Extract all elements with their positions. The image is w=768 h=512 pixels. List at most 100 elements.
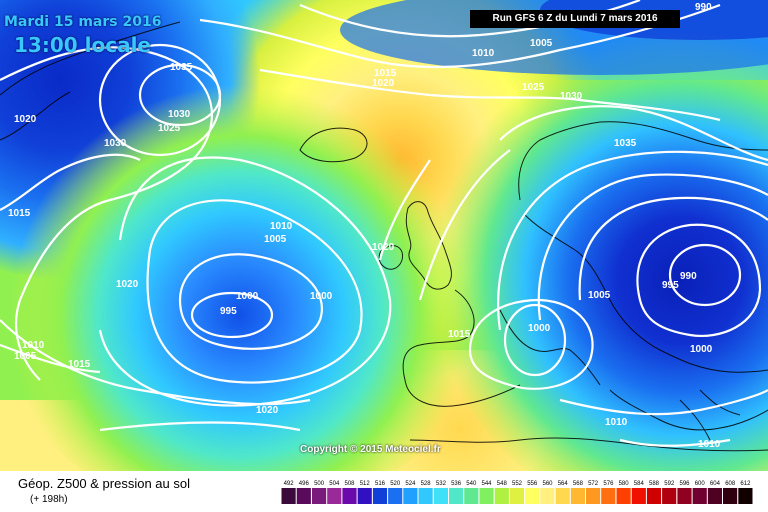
legend-value-label: 516 — [375, 481, 386, 487]
isobar-label: 1020 — [372, 78, 395, 89]
isobar-lines — [0, 0, 768, 447]
weather-map: 990 1035 1030 1025 1030 1020 1015 1010 1… — [0, 0, 768, 471]
coastlines — [0, 21, 768, 452]
legend-swatch — [449, 488, 464, 504]
legend-value-label: 608 — [725, 481, 736, 487]
isobar-label: 1035 — [614, 138, 637, 149]
isobar-label: 1030 — [104, 138, 127, 149]
isobar-label: 1005 — [264, 234, 287, 245]
isobar-label: 990 — [695, 2, 712, 13]
legend-value-label: 612 — [740, 481, 751, 487]
legend-value-label: 568 — [573, 481, 584, 487]
legend-swatch — [646, 488, 662, 504]
legend-value-label: 580 — [619, 481, 630, 487]
forecast-lead-time: (+ 198h) — [30, 494, 68, 505]
legend-swatch — [433, 488, 448, 504]
legend-swatch — [494, 488, 509, 504]
isobar-label: 990 — [680, 271, 697, 282]
isobar-label: 1015 — [374, 68, 397, 79]
isobar-label: 1025 — [158, 123, 181, 134]
isobar-label: 1030 — [168, 109, 191, 120]
legend-swatch — [281, 488, 296, 504]
isobar-label: 1020 — [116, 279, 139, 290]
legend-swatch — [479, 488, 494, 504]
legend-value-label: 576 — [603, 481, 614, 487]
isobar-label: 995 — [662, 280, 679, 291]
legend-value-label: 552 — [512, 481, 523, 487]
legend-swatch — [570, 488, 585, 504]
copyright-text: Copyright © 2015 Meteociel.fr — [300, 444, 441, 455]
legend-swatch — [692, 488, 707, 504]
legend-value-label: 548 — [497, 481, 508, 487]
legend-swatch — [555, 488, 570, 504]
isobar-label: 1000 — [310, 291, 333, 302]
legend-value-label: 508 — [344, 481, 355, 487]
legend-swatch — [540, 488, 555, 504]
isobar-label: 1010 — [605, 417, 628, 428]
legend-value-label: 524 — [405, 481, 416, 487]
isobar-label: 1010 — [270, 221, 293, 232]
legend-swatch — [738, 488, 753, 504]
legend-value-label: 500 — [314, 481, 325, 487]
legend-value-label: 528 — [421, 481, 432, 487]
isobar-label: 1035 — [170, 62, 193, 73]
legend-swatch — [388, 488, 403, 504]
legend-swatch — [525, 488, 540, 504]
isobar-label: 1015 — [68, 359, 91, 370]
isobar-label: 1020 — [14, 114, 37, 125]
legend-swatch — [723, 488, 738, 504]
isobar-label: 1000 — [236, 291, 259, 302]
legend-swatch — [631, 488, 646, 504]
legend-value-label: 584 — [634, 481, 645, 487]
isobar-label: 1020 — [372, 242, 395, 253]
legend-swatch — [296, 488, 311, 504]
legend-swatch — [312, 488, 327, 504]
isobar-label: 1000 — [528, 323, 551, 334]
forecast-date: Mardi 15 mars 2016 — [4, 14, 162, 30]
model-run-label: Run GFS 6 Z du Lundi 7 mars 2016 — [470, 10, 680, 28]
isobar-label: 1010 — [22, 340, 45, 351]
legend-swatch — [616, 488, 631, 504]
isobar-label: 1000 — [690, 344, 713, 355]
legend-swatch — [327, 488, 342, 504]
legend-swatch — [464, 488, 479, 504]
isobar-label: 1005 — [530, 38, 553, 49]
legend-swatch — [707, 488, 722, 504]
legend-swatch — [509, 488, 525, 504]
legend-swatch — [662, 488, 677, 504]
legend-value-label: 588 — [649, 481, 660, 487]
isobar-label: 1010 — [472, 48, 495, 59]
legend-swatch — [418, 488, 433, 504]
legend-value-label: 544 — [481, 481, 492, 487]
legend-swatch — [601, 488, 616, 504]
isobar-label: 1030 — [560, 91, 583, 102]
legend-value-label: 532 — [436, 481, 447, 487]
isobar-label: 995 — [220, 306, 237, 317]
legend-swatch — [677, 488, 692, 504]
isobar-label: 1015 — [8, 208, 31, 219]
color-scale-legend: 492 496 500 504 508 512 516 520 524 528 532 536 540 5… — [281, 481, 753, 504]
isobar-label: 1020 — [256, 405, 279, 416]
isobar-label: 1015 — [448, 329, 471, 340]
legend-value-label: 600 — [695, 481, 706, 487]
legend-value-label: 556 — [527, 481, 538, 487]
legend-value-label: 592 — [664, 481, 675, 487]
legend-value-label: 512 — [360, 481, 371, 487]
legend-swatch — [372, 488, 388, 504]
legend-value-label: 496 — [299, 481, 310, 487]
legend-value-label: 560 — [542, 481, 553, 487]
legend-value-label: 520 — [390, 481, 401, 487]
legend-swatch — [357, 488, 372, 504]
legend-swatch — [586, 488, 601, 504]
legend-value-label: 504 — [329, 481, 340, 487]
legend-swatch — [342, 488, 357, 504]
isobar-label: 1025 — [522, 82, 545, 93]
legend-swatch — [403, 488, 418, 504]
legend-value-label: 564 — [558, 481, 569, 487]
forecast-local-time: 13:00 locale — [14, 33, 151, 57]
legend-value-label: 604 — [710, 481, 721, 487]
legend-value-label: 572 — [588, 481, 599, 487]
product-title: Géop. Z500 & pression au sol — [18, 476, 190, 491]
isobar-label: 1005 — [588, 290, 611, 301]
